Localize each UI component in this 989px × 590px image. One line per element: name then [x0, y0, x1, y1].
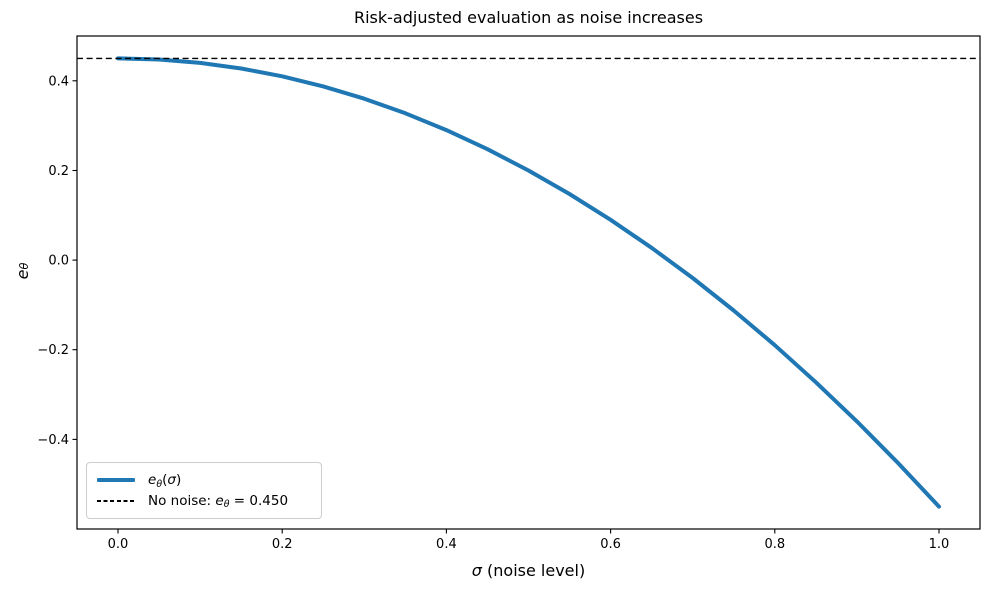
x-tick-label: 0.0 [108, 537, 129, 552]
x-tick-label: 1.0 [929, 537, 950, 552]
x-tick-label: 0.4 [436, 537, 457, 552]
axis-ticks [72, 80, 940, 534]
legend-label-baseline: No noise: eθ = 0.450 [148, 492, 289, 511]
chart-title: Risk-adjusted evaluation as noise increa… [353, 8, 704, 27]
axis-tick-labels: 0.0 0.2 0.4 0.6 0.8 1.0 0.4 0.2 0.0 −0.2 −0.4 [37, 74, 949, 552]
legend-label-series: eθ(σ) [148, 472, 182, 490]
legend-line-sample-dashed [97, 499, 135, 502]
series-line [116, 56, 941, 509]
legend-item-baseline: No noise: eθ = 0.450 [97, 491, 311, 512]
legend-item-series: eθ(σ) [97, 470, 311, 491]
plot-border [76, 35, 981, 530]
legend: eθ(σ) No noise: eθ = 0.450 [86, 462, 322, 519]
x-tick-label: 0.6 [600, 537, 621, 552]
sigma-symbol: σ [471, 561, 482, 580]
x-axis-label: σ (noise level) [471, 561, 586, 580]
y-tick-label: 0.4 [48, 74, 69, 89]
y-tick-label: −0.4 [37, 433, 69, 448]
legend-line-sample-solid [97, 478, 135, 483]
y-tick-label: −0.2 [37, 343, 69, 358]
x-tick-label: 0.2 [272, 537, 293, 552]
y-tick-label: 0.0 [48, 254, 69, 269]
x-tick-label: 0.8 [764, 537, 785, 552]
y-tick-label: 0.2 [48, 164, 69, 179]
